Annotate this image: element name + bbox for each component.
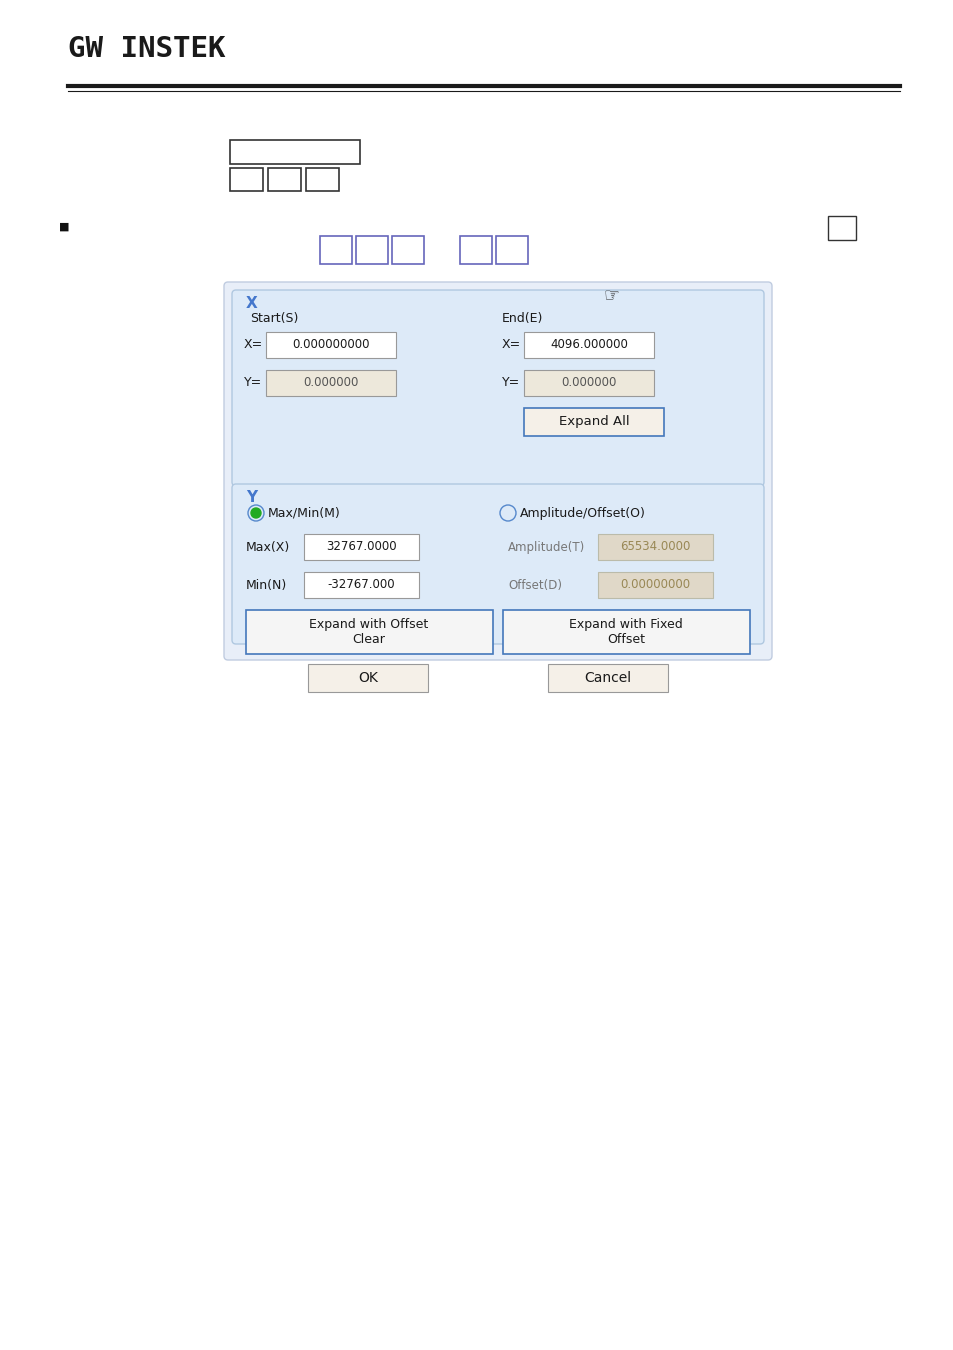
FancyBboxPatch shape (523, 332, 654, 358)
Text: Cancel: Cancel (584, 671, 631, 684)
Text: X=: X= (244, 339, 263, 351)
Text: Expand All: Expand All (558, 416, 629, 428)
FancyBboxPatch shape (598, 535, 712, 560)
Text: Y=: Y= (244, 377, 262, 390)
Text: -32767.000: -32767.000 (327, 579, 395, 591)
FancyBboxPatch shape (496, 236, 527, 265)
Text: X: X (246, 296, 257, 310)
Text: Amplitude(T): Amplitude(T) (507, 540, 584, 553)
Text: 65534.0000: 65534.0000 (619, 540, 689, 553)
FancyBboxPatch shape (523, 370, 654, 396)
FancyBboxPatch shape (502, 610, 749, 653)
Text: Amplitude/Offset(O): Amplitude/Offset(O) (519, 506, 645, 520)
FancyBboxPatch shape (232, 485, 763, 644)
FancyBboxPatch shape (230, 167, 263, 190)
Text: Offset(D): Offset(D) (507, 579, 561, 591)
FancyBboxPatch shape (827, 216, 855, 240)
Text: Min(N): Min(N) (246, 579, 287, 591)
Circle shape (251, 508, 261, 518)
FancyBboxPatch shape (319, 236, 352, 265)
FancyBboxPatch shape (523, 408, 663, 436)
Text: ■: ■ (59, 221, 70, 232)
FancyBboxPatch shape (266, 332, 395, 358)
FancyBboxPatch shape (547, 664, 667, 693)
FancyBboxPatch shape (304, 535, 418, 560)
Text: Expand with Fixed
Offset: Expand with Fixed Offset (569, 618, 682, 647)
Text: 32767.0000: 32767.0000 (325, 540, 395, 553)
Text: End(E): End(E) (501, 312, 543, 325)
Text: OK: OK (357, 671, 377, 684)
FancyBboxPatch shape (598, 572, 712, 598)
FancyBboxPatch shape (246, 610, 493, 653)
Text: Max/Min(M): Max/Min(M) (268, 506, 340, 520)
FancyBboxPatch shape (230, 140, 359, 163)
Text: 0.00000000: 0.00000000 (619, 579, 689, 591)
FancyBboxPatch shape (266, 370, 395, 396)
FancyBboxPatch shape (306, 167, 338, 190)
Text: Y=: Y= (501, 377, 519, 390)
Text: 4096.000000: 4096.000000 (550, 339, 627, 351)
FancyBboxPatch shape (308, 664, 428, 693)
FancyBboxPatch shape (392, 236, 423, 265)
Text: Expand with Offset
Clear: Expand with Offset Clear (309, 618, 428, 647)
FancyBboxPatch shape (459, 236, 492, 265)
Text: 0.000000: 0.000000 (303, 377, 358, 390)
Text: Y: Y (246, 490, 257, 505)
FancyBboxPatch shape (232, 290, 763, 486)
FancyBboxPatch shape (224, 282, 771, 660)
Text: Start(S): Start(S) (250, 312, 298, 325)
Text: GW INSTEK: GW INSTEK (68, 35, 225, 63)
Text: ☞: ☞ (603, 286, 619, 304)
Text: 0.000000: 0.000000 (560, 377, 616, 390)
FancyBboxPatch shape (268, 167, 301, 190)
Text: 0.000000000: 0.000000000 (292, 339, 370, 351)
Text: Max(X): Max(X) (246, 540, 290, 553)
FancyBboxPatch shape (355, 236, 388, 265)
Text: X=: X= (501, 339, 520, 351)
FancyBboxPatch shape (304, 572, 418, 598)
